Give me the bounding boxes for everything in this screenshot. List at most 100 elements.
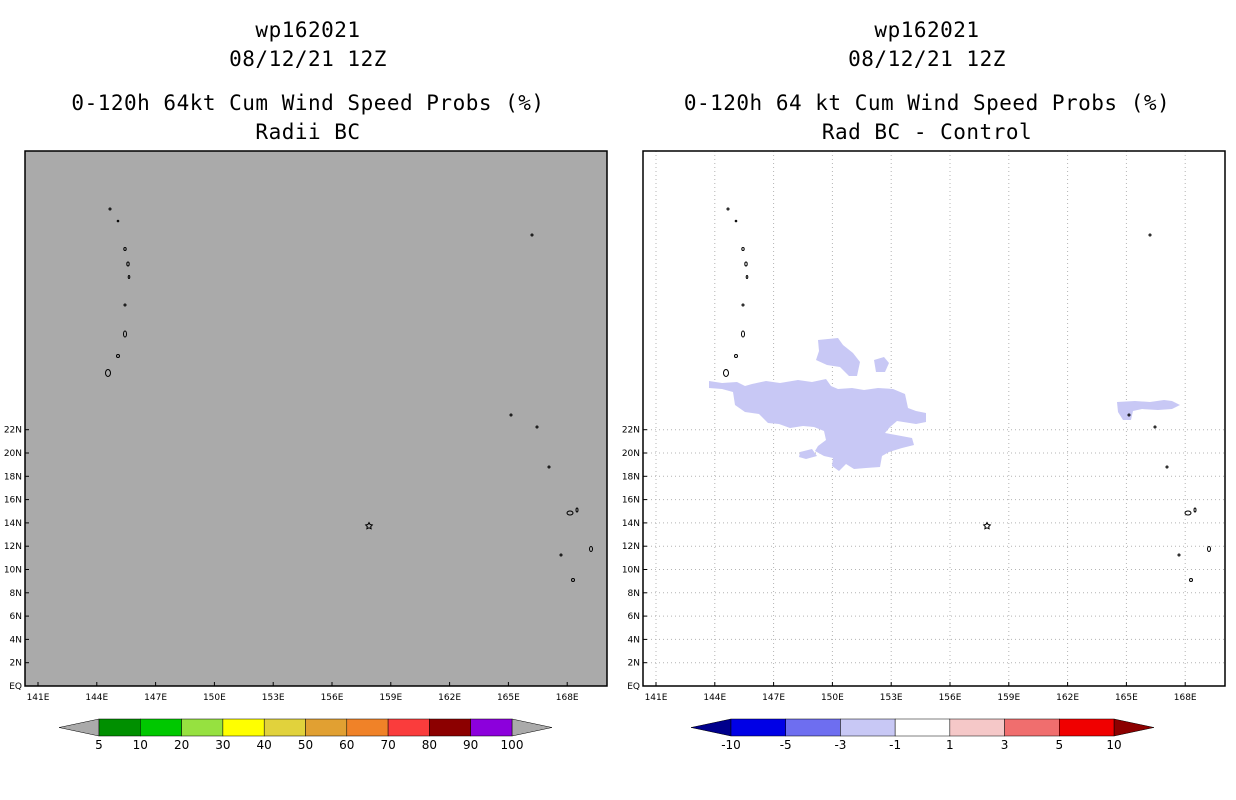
island (1165, 465, 1169, 469)
right-colorbar: -10 -5 -3 -1 1 3 5 10 (690, 718, 1155, 752)
right-colorbar-tick-label: -5 (780, 738, 792, 752)
left-colorbar: 5 10 20 30 40 50 60 70 80 90 100 (58, 718, 553, 752)
left-title-storm-id: wp162021 (255, 18, 361, 42)
island (535, 425, 539, 429)
right-map-panel: EQ 2N 4N 6N 8N 10N 12N 14N 16N 18N 20N 22N 141E 144E… (622, 150, 1226, 703)
lon-label: 147E (144, 693, 167, 703)
island (726, 207, 730, 211)
island (1148, 233, 1152, 237)
island (1127, 413, 1131, 417)
lon-label: 156E (321, 693, 344, 703)
right-gridlines (643, 151, 1225, 686)
left-title-subtitle: Radii BC (255, 120, 361, 144)
lat-label: 2N (10, 659, 22, 669)
island-star (364, 521, 374, 530)
island (1193, 507, 1197, 513)
island (734, 219, 738, 223)
left-colorbar-under-arrow (58, 718, 100, 737)
right-lat-labels: EQ 2N 4N 6N 8N 10N 12N 14N 16N 18N 20N 22N (622, 426, 647, 692)
right-colorbar-tick-label: -3 (834, 738, 846, 752)
island (116, 354, 120, 358)
island (723, 369, 729, 377)
right-title-date: 08/12/21 12Z (848, 47, 1006, 71)
lon-label: 162E (438, 693, 461, 703)
left-colorbar-swatch (263, 718, 306, 737)
lon-label: 150E (821, 693, 844, 703)
difference-region-south-lobe (799, 449, 817, 459)
right-title-product: 0-120h 64 kt Cum Wind Speed Probs (%) (683, 91, 1171, 115)
island (127, 275, 131, 279)
island (1153, 425, 1157, 429)
lat-label: 6N (628, 612, 640, 622)
lat-label: 4N (628, 635, 640, 645)
lat-label: 16N (622, 496, 640, 506)
lon-label: 153E (262, 693, 285, 703)
left-map-frame (24, 150, 608, 687)
lon-label: 153E (880, 693, 903, 703)
lat-label: 22N (622, 426, 640, 436)
right-colorbar-tick-label: -10 (721, 738, 741, 752)
lat-label: 14N (4, 519, 22, 529)
right-map-frame (642, 150, 1226, 687)
island (123, 330, 127, 338)
island (126, 261, 130, 267)
right-lon-labels: 141E 144E 147E 150E 153E 156E 159E 162E 165E 168E (645, 682, 1197, 703)
left-colorbar-tick-label: 100 (501, 738, 524, 752)
island (1207, 546, 1211, 552)
left-colorbar-swatch (222, 718, 265, 737)
right-map-background (643, 151, 1225, 686)
left-colorbar-swatch (387, 718, 430, 737)
left-colorbar-tick-label: 20 (174, 738, 189, 752)
lat-label: 20N (4, 449, 22, 459)
lat-label: EQ (9, 682, 22, 692)
island-star (982, 521, 992, 530)
island (105, 369, 111, 377)
lon-label: 156E (939, 693, 962, 703)
lon-label: 147E (762, 693, 785, 703)
left-colorbar-swatch (470, 718, 513, 737)
island (575, 507, 579, 513)
lat-label: 18N (4, 472, 22, 482)
right-colorbar-tick-label: 3 (1001, 738, 1009, 752)
right-colorbar-over-arrow (1113, 718, 1155, 737)
lon-label: 162E (1056, 693, 1079, 703)
lon-label: 159E (379, 693, 402, 703)
left-title-product: 0-120h 64kt Cum Wind Speed Probs (%) (71, 91, 545, 115)
island (1177, 553, 1181, 557)
lon-label: 159E (997, 693, 1020, 703)
right-title-storm-id: wp162021 (874, 18, 980, 42)
lon-label: 141E (645, 693, 668, 703)
right-colorbar-swatch (949, 718, 1005, 737)
right-colorbar-swatch (1004, 718, 1060, 737)
lon-label: 168E (556, 693, 579, 703)
left-colorbar-tick-label: 40 (257, 738, 272, 752)
lon-label: 165E (1115, 693, 1138, 703)
island (1184, 510, 1192, 516)
right-colorbar-swatch (730, 718, 786, 737)
right-colorbar-swatch (840, 718, 896, 737)
lat-label: 22N (4, 426, 22, 436)
left-colorbar-tick-label: 90 (463, 738, 478, 752)
lat-label: 2N (628, 659, 640, 669)
lat-label: 8N (628, 589, 640, 599)
left-colorbar-swatch (429, 718, 471, 737)
lat-label: 12N (622, 542, 640, 552)
left-colorbar-swatch (305, 718, 348, 737)
difference-region-small (874, 357, 889, 372)
island (741, 330, 745, 338)
left-colorbar-tick-label: 50 (298, 738, 313, 752)
left-lon-labels: 141E 144E 147E 150E 153E 156E 159E 162E 165E 168E (27, 682, 579, 703)
island (108, 207, 112, 211)
island (744, 261, 748, 267)
lat-label: 18N (622, 472, 640, 482)
lat-label: 10N (622, 566, 640, 576)
lat-label: 16N (4, 496, 22, 506)
right-colorbar-tick-label: 5 (1055, 738, 1063, 752)
island (566, 510, 574, 516)
lat-label: 20N (622, 449, 640, 459)
right-colorbar-tick-label: 1 (946, 738, 954, 752)
island (571, 578, 575, 582)
lat-label: 6N (10, 612, 22, 622)
